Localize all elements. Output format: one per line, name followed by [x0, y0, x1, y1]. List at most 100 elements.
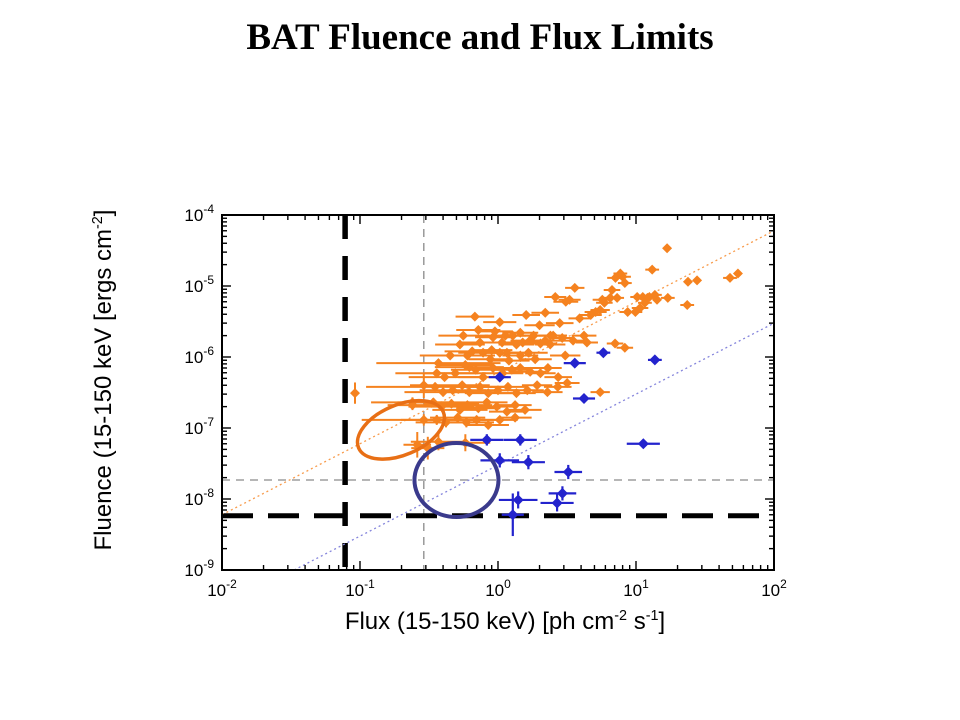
- orange-bursts-point: [520, 404, 531, 415]
- blue-bursts-point: [512, 494, 524, 506]
- orange-bursts-point: [732, 268, 743, 279]
- orange-bursts-point: [431, 414, 442, 425]
- x-tick-label: 100: [485, 577, 511, 600]
- blue-bursts-point: [494, 454, 506, 466]
- orange-bursts-point: [458, 330, 469, 341]
- orange-bursts-point: [481, 397, 492, 408]
- orange-bursts-point: [439, 372, 450, 383]
- orange-bursts-point: [488, 332, 499, 343]
- orange-bursts-point: [545, 339, 556, 350]
- x-axis-label-mid: s: [627, 608, 646, 635]
- orange-bursts-point: [501, 406, 512, 417]
- x-tick-label: 102: [761, 577, 787, 600]
- orange-bursts-point: [494, 317, 505, 328]
- blue-bursts-point: [481, 434, 493, 446]
- orange-bursts-point: [569, 282, 580, 293]
- orange-bursts-point: [494, 414, 505, 425]
- orange-bursts-point: [446, 398, 457, 409]
- blue-bursts-point: [556, 487, 568, 499]
- orange-bursts-point: [574, 313, 585, 324]
- chart-title: BAT Fluence and Flux Limits: [246, 17, 714, 58]
- orange-bursts-point: [507, 330, 518, 341]
- orange-bursts-point: [452, 412, 463, 423]
- series-orange-bursts: [350, 243, 743, 460]
- orange-bursts-point: [568, 335, 579, 346]
- orange-bursts-point: [725, 272, 736, 283]
- orange-bursts-point: [610, 338, 621, 349]
- y-axis-label-close: ]: [90, 209, 117, 217]
- orange-bursts-point: [350, 388, 361, 399]
- orange-bursts-point: [662, 243, 673, 254]
- orange-bursts-point: [619, 278, 630, 289]
- orange-bursts-point: [606, 284, 617, 295]
- x-axis-label-exponent-2: -1: [645, 608, 659, 624]
- orange-bursts-point: [599, 297, 610, 308]
- orange-bursts-point: [517, 337, 528, 348]
- orange-bursts-point: [595, 387, 606, 398]
- orange-bursts-point: [485, 354, 496, 365]
- orange-bursts-point: [619, 342, 630, 353]
- y-tick-label: 10-5: [184, 273, 214, 296]
- x-axis-label-exponent-1: -2: [614, 608, 628, 624]
- y-tick-label: 10-9: [184, 557, 214, 580]
- orange-ellipse-annotation: [355, 398, 447, 461]
- orange-bursts-point: [515, 350, 526, 361]
- orange-bursts-point: [622, 307, 633, 318]
- orange-bursts-point: [454, 339, 465, 350]
- blue-bursts-point: [551, 497, 563, 509]
- blue-bursts-point: [569, 357, 581, 369]
- orange-bursts-point: [560, 296, 571, 307]
- orange-bursts-point: [632, 291, 643, 302]
- x-tick-label: 10-2: [207, 577, 237, 600]
- orange-bursts-point: [510, 400, 521, 411]
- orange-bursts-point: [457, 380, 468, 391]
- series-blue-bursts: [470, 347, 662, 537]
- orange-bursts-point: [474, 337, 485, 348]
- orange-bursts-point: [503, 355, 514, 366]
- orange-bursts-point: [662, 292, 673, 303]
- orange-bursts-point: [460, 360, 471, 371]
- y-tick-label: 10-7: [184, 415, 214, 438]
- blue-bursts-point: [597, 347, 609, 359]
- orange-bursts-point: [682, 276, 693, 287]
- blue-bursts-point: [578, 393, 590, 405]
- orange-bursts-point: [522, 385, 533, 396]
- orange-bursts-point: [542, 362, 553, 373]
- orange-bursts-point: [478, 372, 489, 383]
- orange-bursts-point: [418, 380, 429, 391]
- orange-bursts-point: [605, 292, 616, 303]
- x-axis-label-text: Flux (15-150 keV) [ph cm: [344, 608, 615, 635]
- orange-bursts-point: [682, 300, 693, 311]
- orange-bursts-point: [494, 347, 505, 358]
- y-tick-label: 10-8: [184, 486, 214, 509]
- orange-bursts-point: [562, 378, 573, 389]
- orange-bursts-point: [473, 325, 484, 336]
- orange-bursts-point: [552, 381, 563, 392]
- orange-bursts-point: [483, 420, 494, 431]
- orange-bursts-point: [469, 311, 480, 322]
- y-axis-label-exponent: -2: [90, 216, 106, 229]
- orange-bursts-point: [639, 297, 650, 308]
- orange-bursts-point: [647, 264, 658, 275]
- blue-bursts-point: [507, 509, 519, 521]
- blue-bursts-point: [522, 456, 534, 468]
- y-tick-label: 10-4: [184, 202, 214, 225]
- orange-bursts-point: [649, 289, 660, 300]
- orange-bursts-point: [540, 307, 551, 318]
- orange-bursts-point: [554, 318, 565, 329]
- orange-bursts-point: [553, 372, 564, 383]
- x-axis-label: Flux (15-150 keV) [ph cm-2 s-1]: [345, 608, 665, 636]
- orange-bursts-point: [521, 310, 532, 321]
- x-tick-label: 10-1: [345, 577, 375, 600]
- orange-bursts-point: [471, 414, 482, 425]
- orange-bursts-point: [532, 380, 543, 391]
- orange-bursts-point: [692, 275, 703, 286]
- y-axis-label-text: Fluence (15-150 keV [ergs cm: [90, 228, 117, 551]
- orange-bursts-point: [502, 381, 513, 392]
- blue-bursts-point: [514, 434, 526, 446]
- y-axis-label: Fluence (15-150 keV [ergs cm-2]: [90, 210, 118, 551]
- orange-bursts-point: [510, 412, 521, 423]
